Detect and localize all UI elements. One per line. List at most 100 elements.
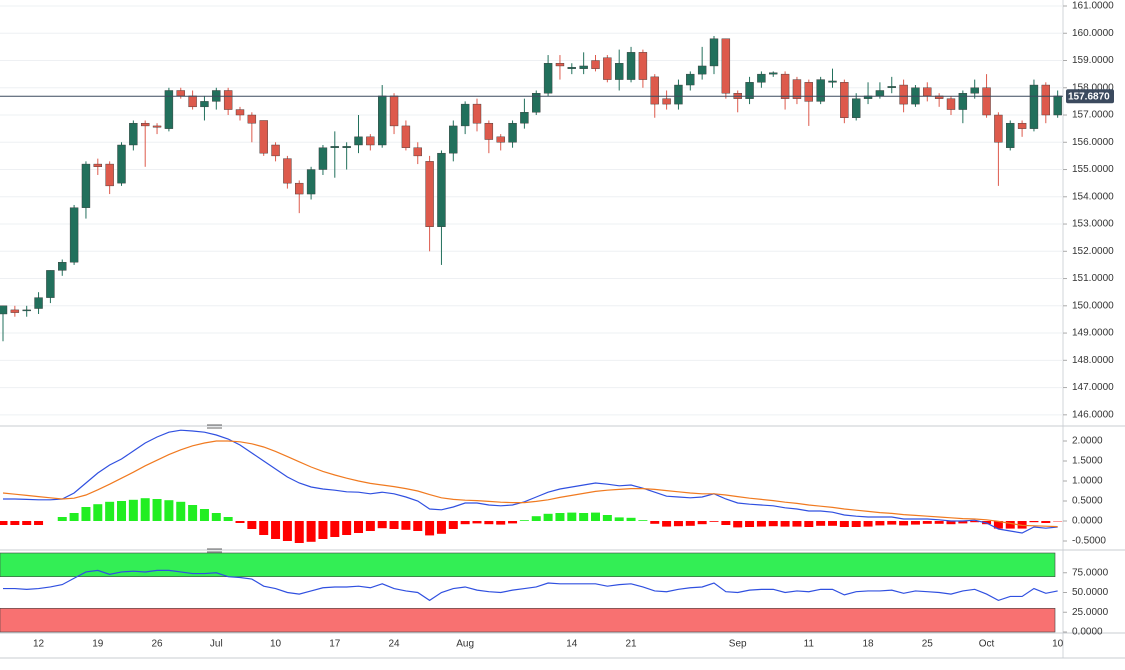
candle-body [354,136,363,146]
x-tick-label: 25 [922,639,934,650]
histogram-bar [235,521,245,523]
histogram-bar [306,521,316,542]
x-tick-label: Oct [979,639,995,650]
candle-body [662,98,671,105]
indicator-line [2,440,1058,528]
candle-body [271,144,280,157]
histogram-bar [425,521,435,536]
candle-body [769,72,778,75]
candle-body [425,161,434,227]
candle-body [543,63,553,94]
candle-body [650,76,659,105]
pane-handle[interactable] [207,424,222,429]
histogram-bar [745,521,755,527]
candle-body [591,60,600,69]
candle-body [615,63,624,80]
candle-body [579,65,588,69]
x-tick-label: 10 [270,639,282,650]
y-tick-label: 149.0000 [1072,328,1114,339]
rsi-line [3,569,1058,602]
histogram-bar [839,521,849,527]
candle-body [140,122,150,127]
y-tick-label: 154.0000 [1072,191,1114,202]
histogram-bar [650,521,660,524]
y-tick-label: 148.0000 [1072,355,1114,366]
histogram-bar [354,521,363,533]
x-tick-label: 14 [566,639,578,650]
candle-body [472,103,482,124]
x-tick-label: 26 [151,639,163,650]
candle-body [93,163,103,168]
candle-body [709,38,719,67]
candle-body [389,95,399,127]
histogram-bar [211,513,221,521]
candle-body [378,95,387,146]
candle-body [638,52,648,80]
candle-body [686,73,695,86]
candle-body [816,79,825,102]
histogram-bar [93,504,103,521]
histogram-bar [448,521,458,529]
histogram-bar [271,521,281,539]
histogram-bar [733,521,743,528]
candle-body [603,57,612,80]
last-price-label: 157.6870 [1068,91,1110,102]
y-tick-label: 0.5000 [1072,496,1103,507]
candle-body [555,63,565,67]
histogram-bar [1029,521,1039,523]
y-tick-label: 156.0000 [1072,137,1114,148]
histogram-bar [140,498,150,521]
histogram-bar [389,521,399,529]
histogram-bar [555,513,565,521]
histogram-bar [282,521,292,541]
zone-band [0,607,1056,633]
candle-body [1053,95,1062,116]
histogram-bar [318,521,328,539]
candle-body [366,136,375,146]
y-tick-label: 157.0000 [1072,110,1114,121]
candle-body [780,73,790,99]
candle-body [484,122,494,140]
candle-body [200,101,209,108]
candle-body [10,309,20,313]
candle-body [1006,122,1015,148]
candle-body [745,82,754,99]
candle-body [0,305,8,315]
candle-body [176,90,185,97]
candle-body [22,309,31,312]
histogram-bar [413,521,423,531]
histogram-bar [579,513,589,521]
candle-body [496,136,505,143]
histogram-bar [602,515,612,521]
candle-body [721,38,731,94]
candle-body [460,103,470,127]
candle-body [330,146,339,148]
candle-body [520,112,529,124]
histogram-bar [436,521,446,534]
candle-body [508,122,517,143]
candle-body [449,125,458,154]
candle-body [946,98,956,110]
histogram-bar [188,505,198,521]
histogram-bar [401,521,411,530]
x-tick-label: 18 [862,639,874,650]
histogram-bar [1041,521,1051,523]
candle-body [437,152,446,227]
candle-body [875,90,885,97]
y-tick-label: 50.0000 [1072,587,1109,598]
histogram-bar [934,521,944,524]
histogram-bar [176,501,186,521]
histogram-bar [1005,521,1015,529]
histogram-bar [0,521,8,525]
pane-handle[interactable] [207,548,222,553]
candle-body [342,146,351,148]
histogram-bar [958,521,968,524]
histogram-bar [105,501,115,521]
candle-body [757,73,766,83]
candle-body [235,109,245,116]
candle-body [852,98,861,118]
y-tick-label: 75.0000 [1072,567,1109,578]
candle-body [840,82,849,118]
histogram-bar [887,521,897,525]
